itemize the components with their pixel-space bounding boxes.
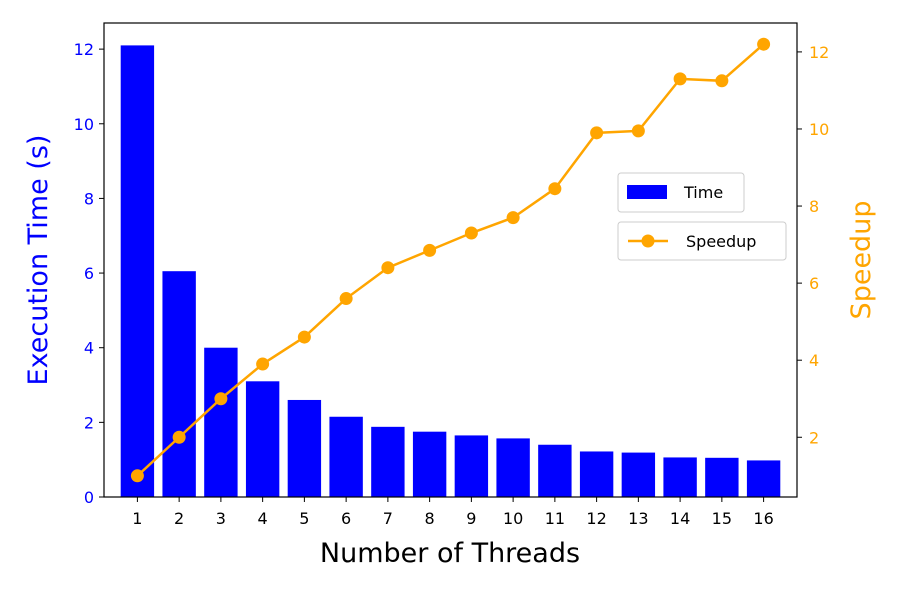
right-tick-label: 12 <box>809 43 829 62</box>
x-tick-label: 5 <box>299 509 309 528</box>
x-tick-label: 8 <box>425 509 435 528</box>
x-tick-label: 3 <box>216 509 226 528</box>
bar-time-2 <box>162 271 196 497</box>
x-tick-label: 15 <box>712 509 732 528</box>
speedup-point-14 <box>673 72 687 86</box>
x-axis-label: Number of Threads <box>320 538 580 569</box>
speedup-point-2 <box>172 430 186 444</box>
bar-time-3 <box>204 347 238 497</box>
right-tick-label: 10 <box>809 120 829 139</box>
speedup-point-4 <box>256 357 270 371</box>
speedup-point-13 <box>631 124 645 138</box>
speedup-point-3 <box>214 392 228 406</box>
bar-time-15 <box>705 457 739 497</box>
legend-speedup-marker <box>641 234 655 248</box>
legend-speedup: Speedup <box>617 221 787 261</box>
right-tick-label: 8 <box>809 197 819 216</box>
bar-time-6 <box>329 416 363 497</box>
speedup-point-1 <box>130 469 144 483</box>
x-tick-label: 4 <box>258 509 268 528</box>
speedup-point-9 <box>464 226 478 240</box>
bar-time-4 <box>245 381 280 497</box>
legend-time-swatch <box>627 185 667 199</box>
bar-time-9 <box>454 435 489 497</box>
right-tick-label: 4 <box>809 351 819 370</box>
x-tick-label: 14 <box>670 509 690 528</box>
x-tick-label: 13 <box>628 509 648 528</box>
time-bars <box>120 45 781 497</box>
legend-speedup-label: Speedup <box>686 232 756 251</box>
left-axis-label: Execution Time (s) <box>23 135 54 386</box>
speedup-line <box>136 43 765 477</box>
x-tick-label: 9 <box>466 509 476 528</box>
left-tick-label: 4 <box>84 339 94 358</box>
speedup-point-11 <box>548 182 562 196</box>
speedup-point-16 <box>757 37 771 51</box>
x-tick-label: 1 <box>132 509 142 528</box>
bar-time-10 <box>496 438 530 497</box>
bar-time-1 <box>120 45 155 497</box>
right-axis-label: Speedup <box>846 201 877 320</box>
bar-time-7 <box>371 426 405 497</box>
speedup-point-10 <box>506 211 520 225</box>
right-tick-label: 2 <box>809 428 819 447</box>
speedup-point-7 <box>381 261 395 275</box>
speedup-point-8 <box>423 243 437 257</box>
bar-time-12 <box>579 451 614 497</box>
bar-time-8 <box>412 431 447 497</box>
left-tick-label: 10 <box>74 115 94 134</box>
speedup-line-group <box>130 37 771 483</box>
speedup-point-6 <box>339 292 353 306</box>
legend-time: Time <box>617 172 745 213</box>
speedup-point-5 <box>297 330 311 344</box>
x-tick-label: 16 <box>753 509 773 528</box>
speedup-point-15 <box>715 74 729 88</box>
legend-time-box <box>617 172 745 213</box>
legend-speedup-box <box>617 221 787 261</box>
bar-time-11 <box>538 444 572 497</box>
x-tick-label: 12 <box>586 509 606 528</box>
legend-time-label: Time <box>683 183 723 202</box>
bar-time-13 <box>621 452 656 497</box>
x-tick-label: 11 <box>545 509 565 528</box>
speedup-point-12 <box>590 126 604 140</box>
left-tick-label: 6 <box>84 264 94 283</box>
x-tick-label: 10 <box>503 509 523 528</box>
right-tick-label: 6 <box>809 274 819 293</box>
bar-time-14 <box>663 457 697 497</box>
x-tick-label: 6 <box>341 509 351 528</box>
bar-time-5 <box>287 399 322 497</box>
bar-time-16 <box>746 460 781 497</box>
x-tick-label: 7 <box>383 509 393 528</box>
left-tick-label: 2 <box>84 413 94 432</box>
plot-frame <box>103 22 798 498</box>
left-tick-label: 12 <box>74 40 94 59</box>
x-tick-label: 2 <box>174 509 184 528</box>
left-tick-label: 8 <box>84 189 94 208</box>
left-tick-label: 0 <box>84 488 94 507</box>
